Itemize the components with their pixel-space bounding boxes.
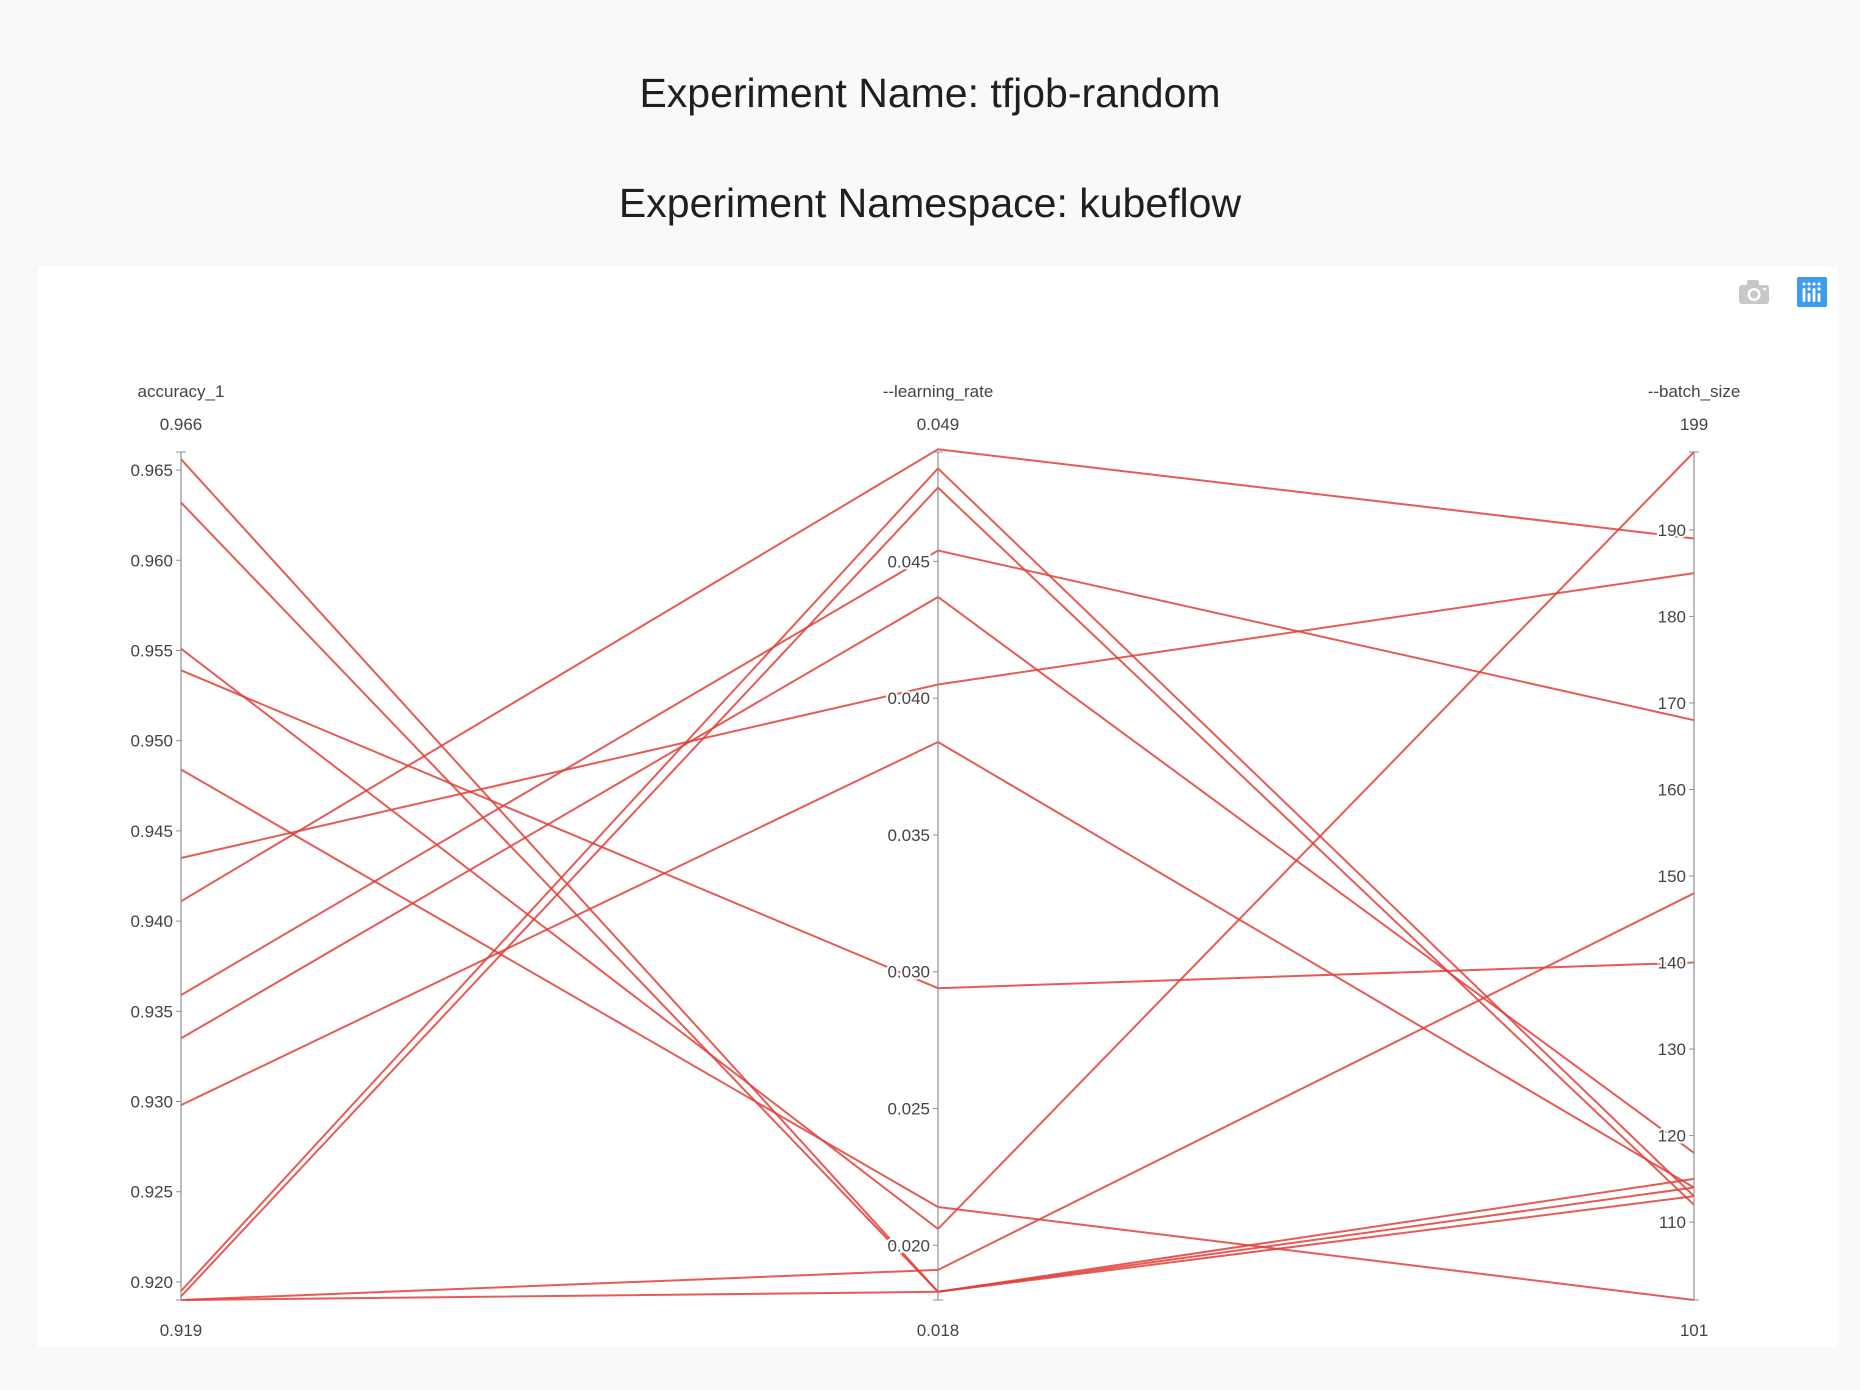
parallel-coordinates-plot[interactable]: accuracy_1 0.966 0.919 0.920 0.925 0.930 0.935… <box>38 267 1838 1347</box>
axis-tick-label: 0.925 <box>130 1183 173 1202</box>
axis-tick-label: 160 <box>1658 780 1686 799</box>
axis-tick-label: 180 <box>1658 607 1686 626</box>
plot-modebar <box>1736 275 1830 309</box>
axis-tick-label: 150 <box>1658 867 1686 886</box>
axis-range-min-label: 0.919 <box>160 1321 203 1340</box>
axis-range-min-label: 0.018 <box>917 1321 960 1340</box>
axis-range-max-label: 199 <box>1680 415 1708 434</box>
camera-icon[interactable] <box>1736 275 1772 309</box>
plotly-logo-icon[interactable] <box>1794 275 1830 309</box>
axis-tick-label: 0.960 <box>130 551 173 570</box>
axis-tick-label: 0.045 <box>887 552 930 571</box>
data-polyline-6[interactable] <box>180 448 1695 903</box>
experiment-name-title: Experiment Name: tfjob-random <box>639 70 1221 116</box>
axis-title: --batch_size <box>1648 382 1741 401</box>
axis-range-max-label: 0.049 <box>917 415 960 434</box>
axis-tick-label: 140 <box>1658 954 1686 973</box>
axis-tick-label: 0.025 <box>887 1100 930 1119</box>
axis-tick-label: 120 <box>1658 1127 1686 1146</box>
axis-tick-label: 0.020 <box>887 1236 930 1255</box>
axis-tick-label: 0.945 <box>130 822 173 841</box>
axis-title: --learning_rate <box>883 382 994 401</box>
axis-tick-label: 0.040 <box>887 689 930 708</box>
axis-title: accuracy_1 <box>138 382 225 401</box>
axis-tick-label: 110 <box>1659 1213 1686 1232</box>
parallel-coordinates-svg: accuracy_1 0.966 0.919 0.920 0.925 0.930 0.935… <box>128 382 1741 1340</box>
axis-tick-label: 130 <box>1658 1040 1686 1059</box>
axis-tick-label: 0.935 <box>130 1002 173 1021</box>
axis-tick-label: 0.920 <box>130 1273 173 1292</box>
axis-tick-label: 0.930 <box>130 1093 173 1112</box>
axis-tick-label: 190 <box>1658 521 1686 540</box>
axis-tick-label: 0.940 <box>130 912 173 931</box>
axis-tick-label: 0.950 <box>130 732 173 751</box>
axis-range-min-label: 101 <box>1680 1321 1708 1340</box>
axis-range-max-label: 0.966 <box>160 415 203 434</box>
experiment-namespace-title: Experiment Namespace: kubeflow <box>618 180 1242 226</box>
axis-tick-label: 0.965 <box>130 461 173 480</box>
axis-tick-label: 0.030 <box>887 963 930 982</box>
axis-tick-label: 170 <box>1658 694 1686 713</box>
axis-tick-label: 0.035 <box>887 826 930 845</box>
axes-layer: accuracy_1 0.966 0.919 0.920 0.925 0.930 0.935… <box>128 382 1741 1340</box>
axis-tick-label: 0.955 <box>130 641 173 660</box>
